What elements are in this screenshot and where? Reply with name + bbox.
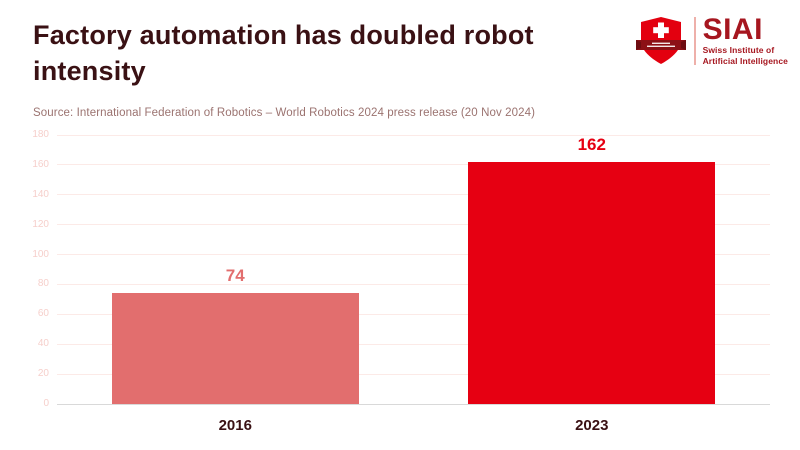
gridline xyxy=(57,224,770,226)
logo-text: SIAI Swiss Institute of Artificial Intel… xyxy=(703,15,788,66)
logo-subtitle-line1: Swiss Institute of xyxy=(702,45,775,56)
y-tick-label: 180 xyxy=(32,129,49,140)
source-note: Source: International Federation of Robo… xyxy=(33,107,536,119)
plot-area: 0 20 40 60 80 100 120 140 160 180 74 2016 162 2023 xyxy=(32,129,770,434)
y-tick-label: 20 xyxy=(37,368,49,380)
gridline xyxy=(57,254,770,256)
x-axis-line xyxy=(57,403,770,405)
x-tick-label: 2016 xyxy=(218,417,252,434)
bar-2023 xyxy=(468,161,716,404)
gridline xyxy=(57,313,770,315)
siai-logo: SIAI Swiss Institute of Artificial Intel… xyxy=(635,15,788,67)
gridline xyxy=(57,343,770,345)
page-title: Factory automation has doubled robot int… xyxy=(33,20,534,86)
y-tick-label: 100 xyxy=(32,248,49,260)
bar-2016 xyxy=(111,293,359,404)
y-tick-label: 80 xyxy=(37,278,49,290)
y-tick-label: 140 xyxy=(32,188,49,200)
logo-acronym: SIAI xyxy=(702,13,763,47)
y-tick-label: 160 xyxy=(32,158,49,170)
bar-value-label: 162 xyxy=(577,134,606,154)
y-tick-label: 120 xyxy=(32,218,49,230)
x-tick-label: 2023 xyxy=(575,417,609,434)
logo-divider xyxy=(693,17,696,65)
y-tick-label: 60 xyxy=(37,308,49,320)
y-tick-label: 40 xyxy=(37,338,49,350)
gridline xyxy=(57,373,770,375)
gridline xyxy=(57,194,770,196)
y-tick-label: 0 xyxy=(43,398,49,409)
swiss-shield-icon xyxy=(635,17,686,64)
gridline xyxy=(57,164,770,166)
logo-subtitle-line2: Artificial Intelligence xyxy=(702,56,788,66)
gridline xyxy=(57,283,770,285)
gridline xyxy=(57,134,770,136)
bar-value-label: 74 xyxy=(225,266,245,286)
